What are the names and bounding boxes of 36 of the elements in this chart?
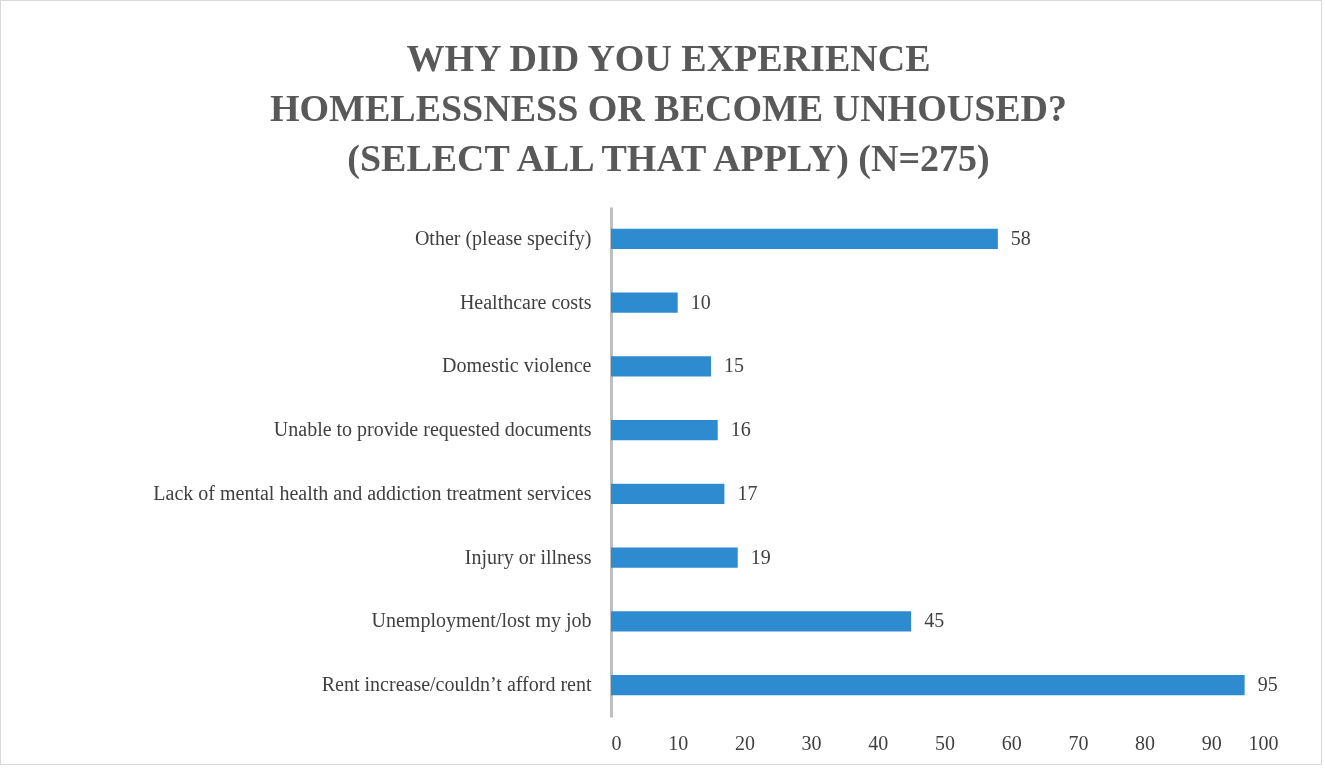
bar [611, 483, 725, 505]
y-tick-label: Domestic violence [442, 354, 592, 377]
data-label: 10 [690, 290, 711, 313]
x-tick-label: 10 [668, 731, 689, 754]
bar [611, 292, 678, 313]
x-tick-label: 50 [935, 731, 955, 754]
bar [611, 674, 1245, 696]
bar [611, 228, 998, 250]
y-tick-label: Other (please specify) [414, 226, 592, 250]
y-tick-label: Lack of mental health and addiction treatment services [153, 481, 592, 504]
bar [611, 419, 718, 441]
x-tick-label: 100 [1248, 731, 1279, 754]
y-tick-label: Unable to provide requested documents [273, 418, 592, 442]
data-label: 15 [724, 354, 745, 377]
y-tick-label: Unemployment/lost my job [371, 609, 592, 633]
x-tick-label: 0 [611, 731, 622, 754]
x-tick-label: 70 [1068, 731, 1089, 754]
bar [611, 547, 738, 568]
y-tick-label: Injury or illness [464, 545, 592, 569]
bar [611, 611, 912, 632]
data-label: 45 [924, 609, 945, 632]
data-label: 58 [1010, 226, 1031, 249]
data-label: 16 [730, 418, 751, 441]
x-tick-label: 80 [1135, 731, 1156, 754]
x-tick-label: 90 [1201, 731, 1222, 754]
x-tick-label: 30 [801, 731, 822, 754]
y-tick-label: Healthcare costs [459, 290, 592, 313]
data-label: 17 [737, 481, 758, 504]
chart-title: WHY DID YOU EXPERIENCE HOMELESSNESS OR BECOME UNHOUSED? (SELECT ALL THAT APPLY) (N=275) [269, 37, 1068, 180]
x-tick-label: 20 [734, 731, 755, 754]
x-tick-label: 60 [1001, 731, 1022, 754]
y-tick-label: Rent increase/couldn’t afford rent [321, 673, 592, 696]
data-label: 19 [750, 545, 771, 568]
x-tick-label: 40 [868, 731, 889, 754]
bar [611, 356, 712, 377]
data-label: 95 [1257, 673, 1278, 696]
